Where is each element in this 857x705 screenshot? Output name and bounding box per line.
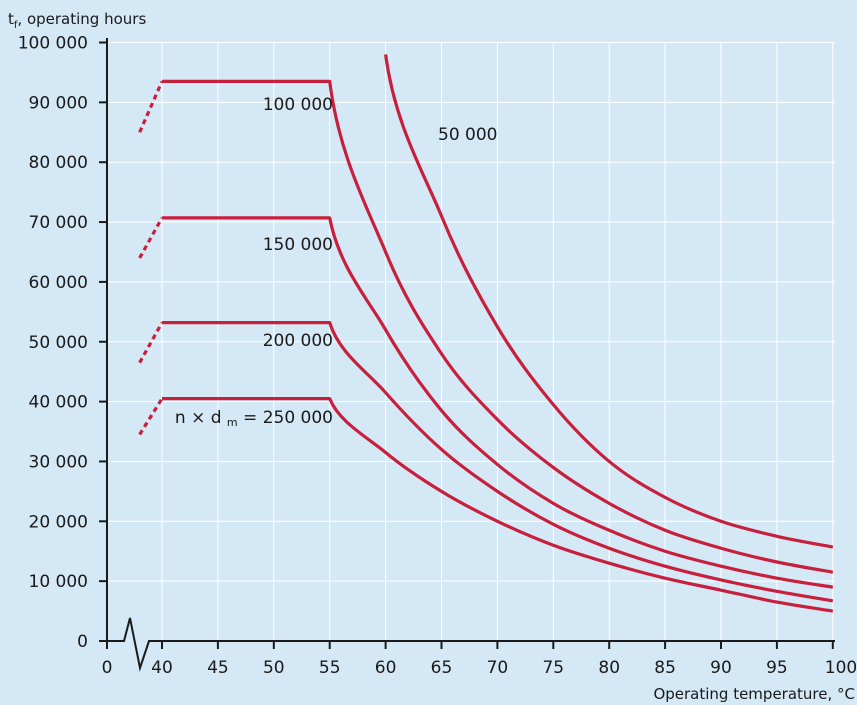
y-tick-label: 90 000 [29,93,88,113]
series-line-1 [384,54,834,549]
x-tick-label: 75 [542,658,564,678]
y-tick-label: 20 000 [29,512,88,532]
x-tick-label: 50 [263,658,285,678]
series-dashed-5 [138,397,164,436]
series-line-3 [162,216,834,589]
y-tick-label: 0 [77,632,88,652]
x-tick-label: 100 [825,658,857,678]
x-tick-label: 45 [207,658,229,678]
y-tick-labels: 0 10 000 20 000 30 000 40 000 50 000 60 000 70 … [18,34,88,653]
x-tick-label: 55 [319,658,341,678]
grid [100,42,835,641]
axes [99,38,835,672]
x-tick-label: 70 [487,658,509,678]
x-tick-label: 0 [102,658,113,678]
y-tick-label: 100 000 [18,34,88,54]
curve-labels: 50 000 100 000 150 000 200 000 n × d m = 250… [175,95,498,429]
x-tick-label: 95 [766,658,788,678]
y-axis-title: tf, operating hours [8,10,146,31]
y-tick-label: 70 000 [29,213,88,233]
x-tick-label: 90 [710,658,732,678]
series-line-4 [162,320,834,603]
y-tick-label: 80 000 [29,153,88,173]
x-tick-label: 65 [431,658,453,678]
curve-label-5: n × d m = 250 000 [175,408,333,429]
x-tick-label: 80 [598,658,620,678]
y-tick-label: 10 000 [29,572,88,592]
x-tick-label: 40 [151,658,173,678]
curve-label-3: 150 000 [263,235,333,255]
series-line-2 [162,79,834,574]
series-dashed-2 [138,80,164,133]
x-tick-label: 60 [375,658,397,678]
y-tick-label: 30 000 [29,452,88,472]
x-tick-label: 85 [654,658,676,678]
series-dashed-3 [138,217,164,259]
curve-label-1: 50 000 [438,125,497,145]
curve-label-2: 100 000 [263,95,333,115]
y-tick-label: 50 000 [29,333,88,353]
x-axis-line [107,617,835,672]
y-tick-label: 60 000 [29,273,88,293]
x-tick-labels: 0 40 45 50 55 60 65 70 75 80 85 90 95 100 [102,658,857,678]
series-dashed-4 [138,321,164,364]
series-group [138,54,834,613]
series-line-5 [162,397,834,613]
curve-label-4: 200 000 [263,331,333,351]
x-axis-title: Operating temperature, °C [653,685,855,703]
y-tick-label: 40 000 [29,393,88,413]
